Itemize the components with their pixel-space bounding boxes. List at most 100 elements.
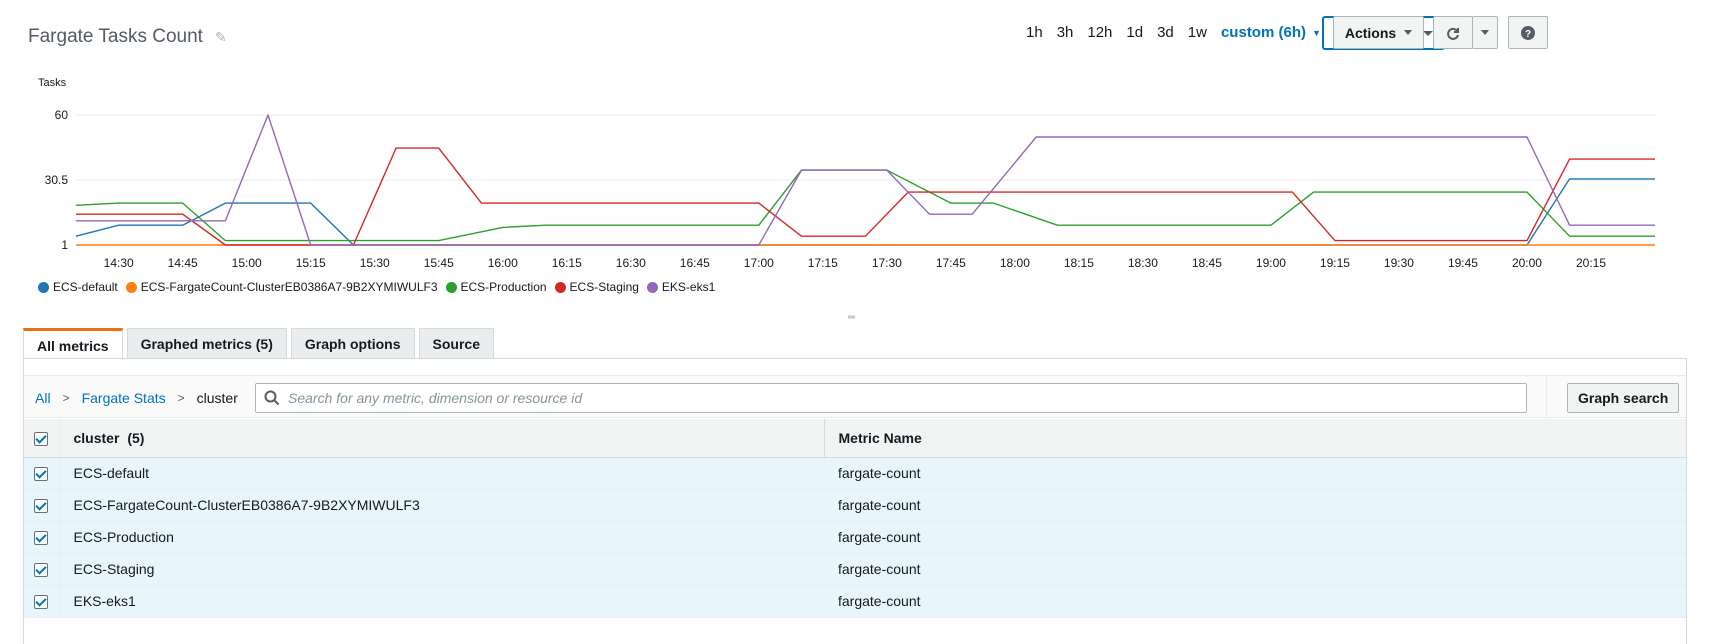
table-row[interactable]: ECS-Staging fargate-count bbox=[24, 553, 1686, 586]
x-tick-label: 15:30 bbox=[360, 256, 390, 270]
breadcrumb-bar: All > Fargate Stats > cluster Graph sear… bbox=[24, 375, 1686, 419]
row-checkbox-cell bbox=[24, 457, 60, 490]
x-tick-label: 14:45 bbox=[168, 256, 198, 270]
metrics-tabs: All metrics Graphed metrics (5) Graph op… bbox=[23, 328, 498, 360]
help-button[interactable]: ? bbox=[1508, 16, 1548, 49]
select-all-checkbox[interactable] bbox=[34, 431, 49, 446]
cluster-cell: ECS-FargateCount-ClusterEB0386A7-9B2XYMI… bbox=[59, 489, 824, 522]
legend-item[interactable]: EKS-eks1 bbox=[646, 280, 716, 294]
metric-name-cell: fargate-count bbox=[824, 457, 1686, 490]
row-checkbox[interactable] bbox=[34, 531, 49, 546]
actions-button[interactable]: Actions bbox=[1333, 16, 1424, 49]
legend-swatch bbox=[125, 281, 137, 293]
x-tick-label: 19:45 bbox=[1448, 256, 1478, 270]
cluster-cell: ECS-Staging bbox=[59, 553, 824, 586]
graph-title: Fargate Tasks Count bbox=[28, 26, 203, 47]
x-tick-label: 17:30 bbox=[872, 256, 902, 270]
time-range-1h[interactable]: 1h bbox=[1026, 24, 1043, 41]
metric-name-column-header[interactable]: Metric Name bbox=[824, 419, 1686, 458]
table-row[interactable]: ECS-FargateCount-ClusterEB0386A7-9B2XYMI… bbox=[24, 489, 1686, 522]
cluster-cell: ECS-Production bbox=[59, 521, 824, 554]
metrics-panel: All > Fargate Stats > cluster Graph sear… bbox=[23, 358, 1687, 644]
table-row[interactable]: ECS-Production fargate-count bbox=[24, 521, 1686, 554]
metric-name-cell: fargate-count bbox=[824, 489, 1686, 522]
breadcrumb-all[interactable]: All bbox=[35, 390, 51, 406]
time-range-3h[interactable]: 3h bbox=[1056, 24, 1074, 41]
row-checkbox-cell bbox=[24, 521, 60, 554]
caret-down-icon bbox=[1481, 30, 1489, 35]
row-checkbox[interactable] bbox=[34, 499, 49, 514]
x-tick-label: 19:30 bbox=[1384, 256, 1414, 270]
actions-label: Actions bbox=[1344, 24, 1397, 41]
legend-item[interactable]: ECS-FargateCount-ClusterEB0386A7-9B2XYMI… bbox=[125, 280, 438, 294]
time-range-selector: 1h 3h 12h 1d 3d 1w custom (6h) ▼ bbox=[1026, 24, 1335, 41]
edit-title-icon[interactable]: ✎ bbox=[214, 28, 227, 45]
x-tick-label: 18:15 bbox=[1064, 256, 1094, 270]
legend-label: EKS-eks1 bbox=[661, 280, 716, 294]
time-range-1d[interactable]: 1d bbox=[1126, 24, 1144, 41]
x-tick-label: 18:30 bbox=[1128, 256, 1158, 270]
search-icon bbox=[264, 390, 280, 406]
time-range-3d[interactable]: 3d bbox=[1157, 24, 1174, 41]
legend-item[interactable]: ECS-default bbox=[38, 280, 118, 294]
cluster-cell: EKS-eks1 bbox=[59, 585, 824, 618]
legend-label: ECS-Staging bbox=[569, 280, 639, 294]
graph-search-button[interactable]: Graph search bbox=[1567, 383, 1680, 413]
row-checkbox[interactable] bbox=[34, 595, 49, 610]
graph-title-wrap: Fargate Tasks Count ✎ bbox=[28, 26, 227, 48]
legend-swatch bbox=[38, 281, 49, 293]
x-tick-label: 14:30 bbox=[104, 256, 134, 270]
x-tick-label: 15:00 bbox=[232, 256, 262, 270]
breadcrumb-namespace[interactable]: Fargate Stats bbox=[81, 390, 166, 406]
time-range-custom[interactable]: custom (6h) bbox=[1220, 24, 1306, 41]
cluster-column-header[interactable]: cluster (5) bbox=[59, 419, 825, 458]
legend-label: ECS-FargateCount-ClusterEB0386A7-9B2XYMI… bbox=[140, 280, 438, 294]
legend-swatch bbox=[445, 281, 457, 293]
series-line bbox=[75, 178, 1655, 246]
tab-graphed-metrics[interactable]: Graphed metrics (5) bbox=[126, 328, 287, 359]
search-input[interactable] bbox=[286, 389, 1486, 407]
time-range-1w[interactable]: 1w bbox=[1187, 24, 1207, 41]
metrics-table: cluster (5) Metric Name ECS-default farg… bbox=[24, 419, 1686, 618]
refresh-button[interactable] bbox=[1433, 16, 1473, 49]
x-tick-label: 15:15 bbox=[296, 256, 326, 270]
help-icon: ? bbox=[1521, 25, 1535, 40]
caret-down-icon bbox=[1423, 31, 1433, 36]
series-line bbox=[76, 147, 1655, 246]
metric-name-cell: fargate-count bbox=[824, 521, 1686, 554]
x-tick-label: 17:00 bbox=[744, 256, 774, 270]
caret-down-icon[interactable]: ▼ bbox=[1311, 27, 1321, 38]
refresh-options-button[interactable] bbox=[1472, 16, 1498, 49]
y-tick-label: 60 bbox=[55, 108, 69, 122]
x-tick-label: 16:45 bbox=[680, 256, 710, 270]
row-checkbox-cell bbox=[24, 489, 60, 522]
chart-legend: ECS-default ECS-FargateCount-ClusterEB038… bbox=[38, 280, 723, 294]
x-tick-label: 19:00 bbox=[1256, 256, 1286, 270]
divider bbox=[1546, 376, 1547, 419]
breadcrumb: All > Fargate Stats > cluster bbox=[35, 390, 238, 406]
x-tick-label: 15:45 bbox=[424, 256, 454, 270]
legend-label: ECS-default bbox=[53, 280, 118, 294]
tab-all-metrics[interactable]: All metrics bbox=[23, 328, 123, 360]
x-tick-label: 16:30 bbox=[616, 256, 646, 270]
legend-item[interactable]: ECS-Production bbox=[445, 280, 547, 294]
row-checkbox[interactable] bbox=[34, 467, 49, 482]
refresh-icon bbox=[1447, 27, 1459, 40]
chevron-right-icon: > bbox=[62, 391, 70, 405]
time-range-12h[interactable]: 12h bbox=[1087, 24, 1113, 41]
legend-item[interactable]: ECS-Staging bbox=[554, 280, 639, 294]
table-row[interactable]: EKS-eks1 fargate-count bbox=[24, 585, 1686, 618]
x-tick-label: 18:45 bbox=[1192, 256, 1222, 270]
tab-source[interactable]: Source bbox=[418, 328, 494, 359]
x-tick-label: 16:00 bbox=[488, 256, 518, 270]
y-tick-label: 1 bbox=[61, 238, 68, 252]
x-tick-label: 17:45 bbox=[936, 256, 966, 270]
chevron-right-icon: > bbox=[177, 391, 185, 405]
row-checkbox[interactable] bbox=[34, 563, 49, 578]
cluster-cell: ECS-default bbox=[59, 457, 824, 490]
table-row[interactable]: ECS-default fargate-count bbox=[24, 457, 1686, 490]
resize-handle[interactable]: ═ bbox=[848, 312, 855, 323]
cluster-count: (5) bbox=[127, 429, 145, 446]
tab-graph-options[interactable]: Graph options bbox=[290, 328, 415, 359]
legend-swatch bbox=[646, 281, 658, 293]
